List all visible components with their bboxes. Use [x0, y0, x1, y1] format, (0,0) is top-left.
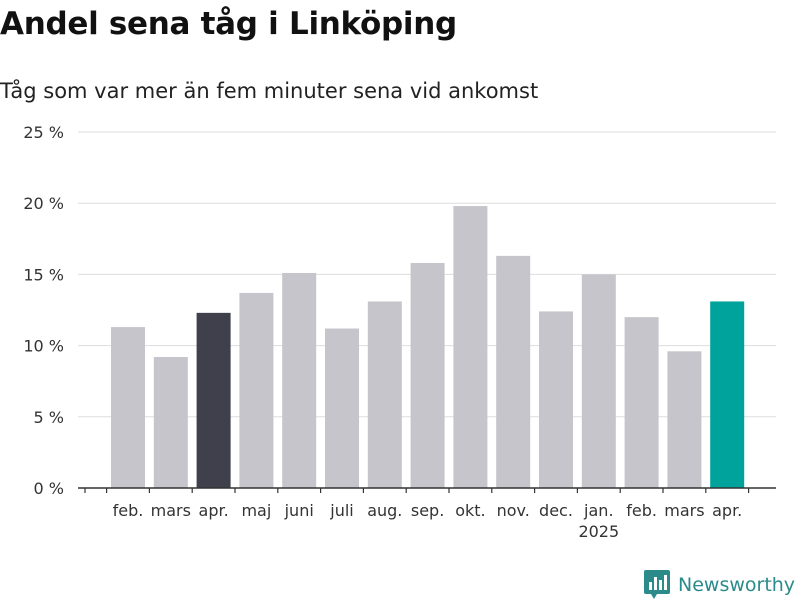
x-tick-label: okt. — [455, 501, 485, 520]
y-tick-label: 20 % — [23, 194, 64, 213]
bar — [325, 328, 359, 488]
x-tick-label: maj — [241, 501, 271, 520]
y-axis-ticks: 0 % 5 % 10 % 15 % 20 % 25 % — [23, 123, 64, 498]
bar — [239, 292, 274, 488]
newsworthy-logo: Newsworthy — [644, 570, 795, 600]
newsworthy-logo-text: Newsworthy — [678, 574, 796, 596]
chart-title: Andel sena tåg i Linköping — [0, 6, 457, 42]
bar — [453, 206, 488, 488]
x-year-label: 2025 — [578, 522, 619, 541]
x-tick-label: dec. — [539, 501, 573, 520]
y-tick-label: 15 % — [23, 265, 64, 284]
y-tick-label: 10 % — [23, 337, 64, 356]
x-tick-label: juni — [284, 501, 314, 520]
bar-chart: 0 %5 %10 %15 %20 %25 % feb. mars apr. maj ju… — [23, 123, 776, 541]
x-tick-label: apr. — [199, 501, 229, 520]
x-tick-label: mars — [664, 501, 704, 520]
x-tick-label: feb. — [626, 501, 657, 520]
x-axis-ticks: feb. mars apr. maj juni juli aug. sep. okt. nov. d… — [113, 501, 743, 541]
chart-subtitle: Tåg som var mer än fem minuter sena vid … — [0, 79, 539, 103]
bar — [496, 255, 531, 488]
bar — [282, 272, 317, 488]
bar — [624, 317, 659, 488]
x-tick-label: feb. — [113, 501, 144, 520]
y-tick-label: 25 % — [23, 123, 64, 142]
x-tick-label: sep. — [411, 501, 444, 520]
bar — [196, 312, 231, 488]
bar — [667, 351, 702, 488]
bar — [367, 301, 402, 488]
bar — [111, 327, 145, 488]
x-tick-label: juli — [329, 501, 353, 520]
bar — [410, 263, 445, 488]
bar — [153, 356, 188, 488]
x-tick-label: aug. — [367, 501, 402, 520]
x-tick-label: nov. — [497, 501, 530, 520]
newsworthy-logo-icon — [644, 570, 670, 599]
y-tick-label: 0 % — [34, 479, 64, 498]
x-tick-label: mars — [151, 501, 191, 520]
x-axis — [78, 487, 776, 493]
bar — [539, 311, 573, 488]
x-tick-label: apr. — [712, 501, 742, 520]
bars — [111, 206, 745, 488]
bar — [581, 274, 616, 488]
bar — [710, 301, 745, 488]
y-tick-label: 5 % — [34, 408, 64, 427]
x-tick-label: jan. — [583, 501, 613, 520]
